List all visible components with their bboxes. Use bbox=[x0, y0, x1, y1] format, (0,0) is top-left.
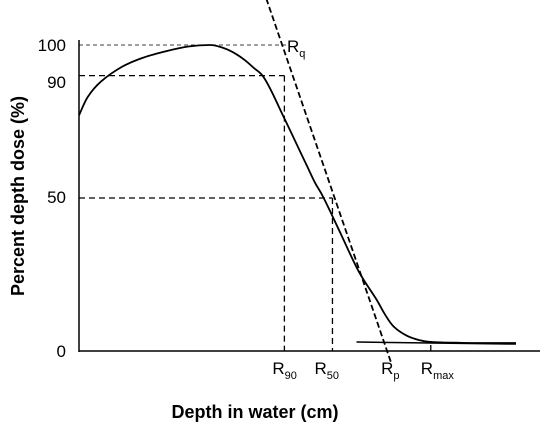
label-rmax: Rmax bbox=[421, 359, 455, 382]
y-tick-label-50: 50 bbox=[47, 188, 66, 207]
y-tick-label-0: 0 bbox=[57, 342, 66, 361]
label-rp: Rp bbox=[381, 359, 399, 382]
y-axis-title: Percent depth dose (%) bbox=[8, 96, 28, 296]
y-tick-label-90: 90 bbox=[47, 73, 66, 92]
tangent-line bbox=[265, 0, 393, 364]
pdd-curve bbox=[78, 44, 516, 344]
reference-guides bbox=[79, 44, 432, 351]
x-axis-title: Depth in water (cm) bbox=[171, 402, 338, 422]
label-r50: R50 bbox=[314, 359, 339, 382]
rq-label: Rq bbox=[287, 37, 305, 60]
reference-point-labels: R90 R50 Rp Rmax bbox=[272, 359, 454, 382]
label-r90: R90 bbox=[272, 359, 297, 382]
y-tick-label-100: 100 bbox=[38, 36, 66, 55]
